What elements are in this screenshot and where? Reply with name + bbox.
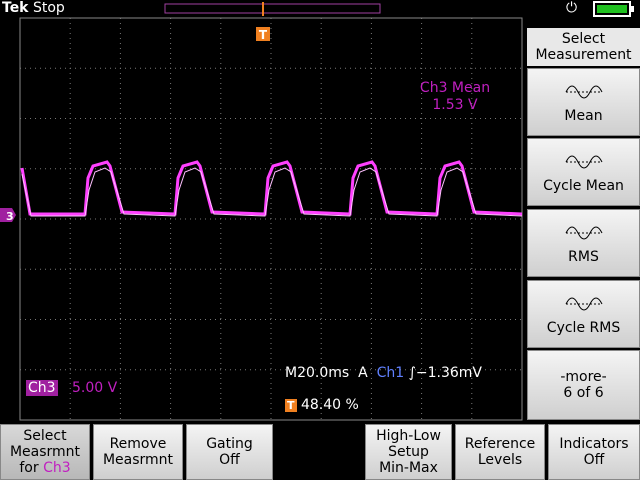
bottom-menu-button[interactable]: Reference Levels xyxy=(455,424,545,480)
measurement-icon xyxy=(565,85,602,99)
button-label: for xyxy=(19,460,39,476)
battery-level xyxy=(597,5,627,13)
timebase-readout: M20.0ms A Ch1 ∫−1.36mV xyxy=(285,365,482,381)
battery-icon xyxy=(593,1,631,17)
button-label: -more- xyxy=(560,369,607,385)
button-label-line: for Ch3 xyxy=(19,460,70,476)
trigger-source: Ch1 xyxy=(376,365,405,381)
button-label: Min-Max xyxy=(379,460,438,476)
trigger-position-value: 48.40 % xyxy=(300,397,359,413)
trigger-position-marker: T xyxy=(285,399,297,412)
status: Stop xyxy=(32,0,65,16)
button-label: Cycle Mean xyxy=(543,178,624,194)
button-label: Mean xyxy=(564,108,603,124)
bottom-menu-button[interactable]: Indicators Off xyxy=(548,424,640,480)
side-menu-title: Select Measurement xyxy=(527,28,640,66)
menu-title-line: Select xyxy=(561,31,606,47)
button-label: Off xyxy=(583,452,605,468)
bottom-menu-button[interactable]: Gating Off xyxy=(186,424,273,480)
trigger-position-readout: T 48.40 % xyxy=(285,397,359,413)
button-label: Gating xyxy=(206,436,253,452)
button-label: Reference xyxy=(464,436,536,452)
readout-label: Ch3 Mean xyxy=(419,80,491,96)
button-label: RMS xyxy=(568,249,599,265)
button-label: Select xyxy=(23,428,67,444)
measurement-icon xyxy=(565,155,602,169)
side-menu-button[interactable]: -more- 6 of 6 xyxy=(527,350,640,420)
channel-marker: 3 xyxy=(6,210,14,223)
button-label: Levels xyxy=(477,452,523,468)
button-channel: Ch3 xyxy=(43,460,71,476)
readout-value: 1.53 V xyxy=(432,97,478,113)
channel-name: Ch3 xyxy=(26,380,58,396)
brand-status: Tek Stop xyxy=(2,0,65,16)
measurement-icon xyxy=(565,226,602,240)
button-label: Remove xyxy=(109,436,167,452)
side-menu-button[interactable]: RMS xyxy=(527,209,640,277)
measurement-readout: Ch3 Mean 1.53 V xyxy=(400,80,510,114)
record-bar xyxy=(164,3,381,14)
waveform xyxy=(20,160,523,216)
trigger-marker-box xyxy=(256,27,270,41)
measurement-icon xyxy=(565,297,602,311)
button-label: Measrmnt xyxy=(102,452,174,468)
button-label: Setup xyxy=(388,444,429,460)
brand: Tek xyxy=(2,0,29,16)
side-menu-button[interactable]: Cycle RMS xyxy=(527,280,640,348)
bottom-menu-button[interactable]: Remove Measrmnt xyxy=(93,424,183,480)
channel-marker-box xyxy=(0,208,16,222)
horizontal-scale: M20.0ms xyxy=(285,365,350,381)
trigger-marker: T xyxy=(259,28,268,42)
battery-tip xyxy=(631,6,634,12)
channel-scale: 5.00 V xyxy=(72,380,118,396)
side-menu-button[interactable]: Cycle Mean xyxy=(527,138,640,206)
waveform-envelope xyxy=(21,167,523,217)
trigger-mode: A xyxy=(358,365,368,381)
menu-title-line: Measurement xyxy=(535,47,632,63)
side-menu-button[interactable]: Mean xyxy=(527,68,640,136)
graticule-frame xyxy=(19,17,523,421)
button-label: Indicators xyxy=(559,436,629,452)
bottom-menu-button[interactable]: Select Measrmnt for Ch3 xyxy=(0,424,90,480)
button-label: Off xyxy=(219,452,240,468)
trigger-level: −1.36mV xyxy=(415,365,483,381)
button-label: Measrmnt xyxy=(9,444,81,460)
channel-readout: Ch3 5.00 V xyxy=(26,380,117,396)
button-label: 6 of 6 xyxy=(563,385,604,401)
button-label: High-Low xyxy=(376,428,441,444)
power-icon: ⏻ xyxy=(566,0,577,16)
button-label: Cycle RMS xyxy=(546,320,621,336)
trigger-slope: ∫ xyxy=(408,365,416,381)
bottom-menu-button[interactable]: High-Low Setup Min-Max xyxy=(365,424,452,480)
